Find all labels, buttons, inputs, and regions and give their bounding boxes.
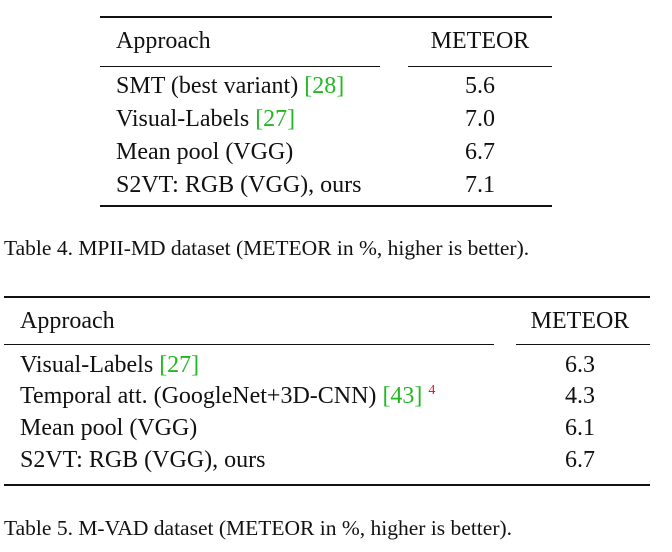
table5-row-approach-text: S2VT: RGB (VGG), ours (20, 447, 266, 473)
table4-row-value: 5.6 (465, 73, 495, 99)
table4-row-approach-text: Mean pool (VGG) (116, 139, 294, 165)
table5-row-footnote-marker[interactable]: 4 (428, 383, 436, 398)
table5-header-rule-right (516, 344, 650, 345)
table5-top-rule (4, 296, 650, 298)
table5-header-metric: METEOR (530, 308, 630, 334)
table5-row-approach-text: Temporal att. (GoogleNet+3D-CNN) (20, 383, 383, 409)
table4-row-value: 6.7 (465, 139, 495, 165)
table5-row-approach: Visual-Labels [27] (20, 351, 199, 379)
table4-header-metric: METEOR (430, 28, 530, 54)
table4-row-approach-text: Visual-Labels (116, 106, 256, 132)
table4-row-value: 7.1 (465, 172, 495, 198)
table5-row-value: 6.7 (565, 447, 595, 473)
table4-row-approach: SMT (best variant) [28] (116, 72, 344, 100)
table5-row-approach: Temporal att. (GoogleNet+3D-CNN) [43] 4 (20, 382, 435, 410)
table4-header-rule-right (408, 66, 552, 67)
table5-caption: Table 5. M-VAD dataset (METEOR in %, hig… (4, 516, 513, 540)
table5-row-citation[interactable]: [27] (159, 352, 200, 378)
table4-row-approach: S2VT: RGB (VGG), ours (116, 171, 361, 199)
table4-row-approach-text: SMT (best variant) (116, 73, 305, 99)
table5-header-rule-left (4, 344, 494, 345)
table5-row-value: 4.3 (565, 383, 595, 409)
table4-top-rule (100, 16, 552, 18)
table5-row-approach-text: Visual-Labels (20, 352, 160, 378)
table4-caption: Table 4. MPII-MD dataset (METEOR in %, h… (4, 236, 530, 260)
table5-row-value: 6.3 (565, 352, 595, 378)
table5-header-approach: Approach (20, 308, 115, 334)
table4-row-approach: Visual-Labels [27] (116, 105, 295, 133)
table5-row-value: 6.1 (565, 415, 595, 441)
table4-row-citation[interactable]: [28] (304, 73, 345, 99)
table4-row-value: 7.0 (465, 106, 495, 132)
table5-row-approach: Mean pool (VGG) (20, 414, 197, 442)
table5-bottom-rule (4, 484, 650, 486)
table5-row-approach-text: Mean pool (VGG) (20, 415, 198, 441)
table4-row-citation[interactable]: [27] (255, 106, 296, 132)
table5-row-citation[interactable]: [43] (382, 383, 423, 409)
table4-header-rule-left (100, 66, 380, 67)
table4-row-approach-text: S2VT: RGB (VGG), ours (116, 172, 362, 198)
table4-bottom-rule (100, 205, 552, 207)
table4-header-approach: Approach (116, 28, 211, 54)
table5-row-approach: S2VT: RGB (VGG), ours (20, 446, 265, 474)
table4-row-approach: Mean pool (VGG) (116, 138, 293, 166)
